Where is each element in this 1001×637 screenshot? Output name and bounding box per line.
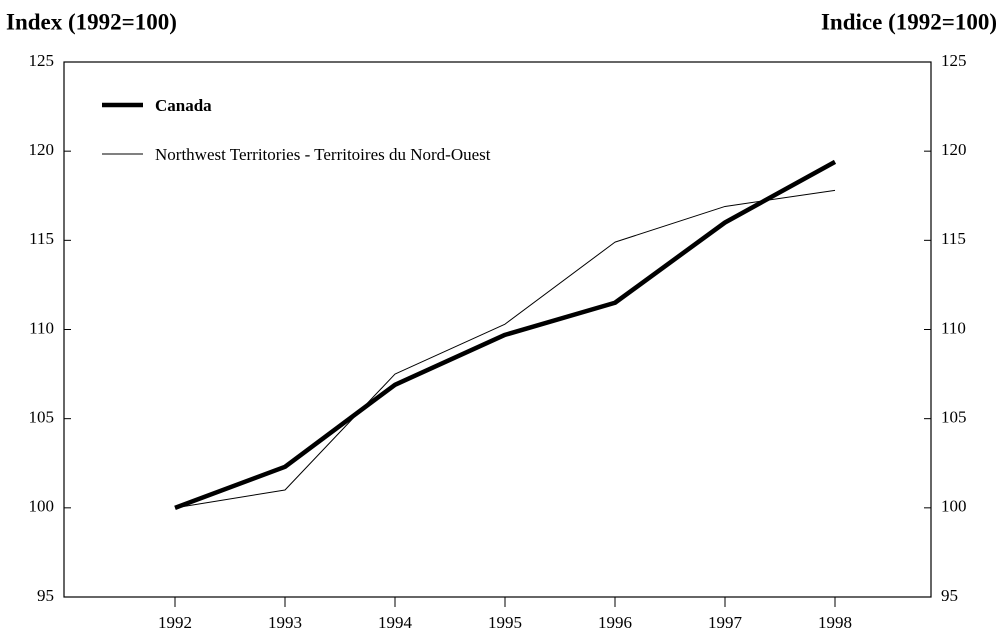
y2-tick-label: 125 — [941, 51, 967, 70]
y-tick-label: 115 — [29, 229, 54, 248]
x-tick-label: 1997 — [708, 613, 743, 632]
x-tick-label: 1996 — [598, 613, 632, 632]
y-tick-label: 110 — [29, 318, 54, 337]
y-tick-label: 120 — [29, 140, 55, 159]
x-tick-label: 1995 — [488, 613, 522, 632]
y2-tick-label: 105 — [941, 408, 967, 427]
y2-tick-label: 95 — [941, 586, 958, 605]
y2-tick-label: 115 — [941, 229, 966, 248]
y2-tick-label: 100 — [941, 497, 967, 516]
legend-label: Canada — [155, 96, 212, 115]
plot-frame — [63, 61, 932, 598]
y-axis-title: Index (1992=100) — [6, 9, 177, 34]
y-tick-label: 125 — [29, 51, 55, 70]
y2-tick-label: 120 — [941, 140, 967, 159]
y-tick-label: 105 — [29, 408, 55, 427]
x-tick-label: 1993 — [268, 613, 302, 632]
series-line — [174, 189, 836, 509]
x-tick-label: 1994 — [378, 613, 413, 632]
x-tick-label: 1998 — [818, 613, 852, 632]
y-tick-label: 95 — [37, 586, 54, 605]
x-tick-label: 1992 — [158, 613, 192, 632]
y2-tick-label: 110 — [941, 318, 966, 337]
legend-label: Northwest Territories - Territoires du N… — [155, 145, 491, 164]
y-tick-label: 100 — [29, 497, 55, 516]
series-line — [174, 159, 837, 510]
y2-axis-title: Indice (1992=100) — [821, 9, 997, 34]
